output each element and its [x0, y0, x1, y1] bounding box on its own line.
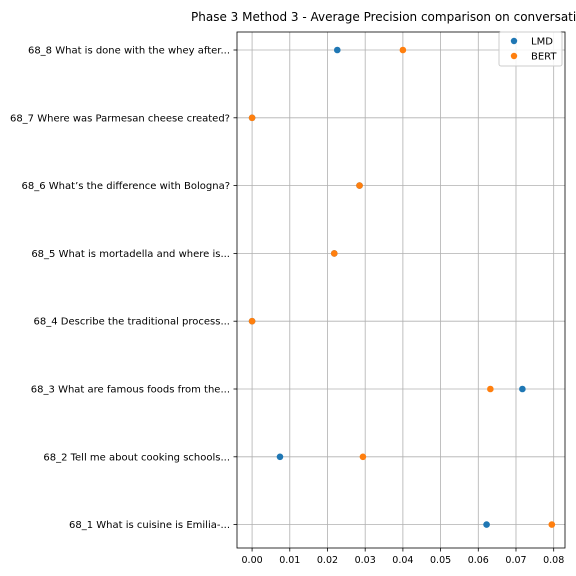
x-tick-label: 0.08: [543, 555, 564, 566]
point-bert: [359, 453, 367, 461]
legend-marker-bert: [510, 52, 518, 60]
x-tick-label: 0.02: [317, 555, 338, 566]
y-tick-label: 68_2 Tell me about cooking schools...: [43, 452, 230, 463]
legend-label-bert: BERT: [531, 52, 557, 63]
point-bert: [548, 521, 556, 528]
grid: [237, 32, 565, 548]
x-tick-label: 0.05: [430, 555, 451, 566]
y-tick-label: 68_8 What is done with the whey after...: [28, 46, 230, 57]
legend-label-lmd: LMD: [531, 37, 553, 48]
y-tick-label: 68_1 What is cuisine is Emilia-...: [69, 520, 230, 531]
point-lmd: [483, 521, 490, 528]
x-tick-label: 0.03: [355, 555, 376, 566]
legend-marker-lmd: [510, 37, 518, 45]
plot-frame: [236, 31, 566, 549]
y-axis: 68_8 What is done with the whey after...…: [10, 46, 237, 531]
x-tick-label: 0.07: [505, 555, 526, 566]
point-bert: [248, 317, 256, 325]
y-tick-label: 68_5 What is mortadella and where is...: [31, 249, 230, 260]
y-tick-label: 68_3 What are famous foods from the...: [31, 385, 230, 396]
point-bert: [330, 250, 338, 257]
y-tick-label: 68_4 Describe the traditional process...: [34, 317, 230, 328]
y-tick-label: 68_7 Where was Parmesan cheese created?: [10, 113, 230, 124]
point-bert: [399, 46, 407, 54]
x-tick-label: 0.00: [242, 555, 263, 566]
x-tick-label: 0.01: [279, 555, 300, 566]
x-tick-label: 0.06: [468, 555, 489, 566]
point-bert: [356, 182, 363, 189]
point-lmd: [519, 385, 526, 393]
point-lmd: [333, 46, 341, 54]
point-bert: [487, 385, 494, 393]
chart-title: Phase 3 Method 3 - Average Precision com…: [191, 10, 576, 24]
data-points: [248, 46, 556, 528]
y-tick-label: 68_6 What’s the difference with Bologna?: [22, 181, 230, 192]
point-bert: [248, 114, 256, 122]
x-tick-label: 0.04: [392, 555, 413, 566]
x-axis: 0.00 0.01 0.02 0.03 0.04 0.05 0.06 0.07 0.08: [242, 548, 564, 566]
legend: LMD BERT: [498, 31, 563, 67]
point-lmd: [276, 453, 284, 461]
